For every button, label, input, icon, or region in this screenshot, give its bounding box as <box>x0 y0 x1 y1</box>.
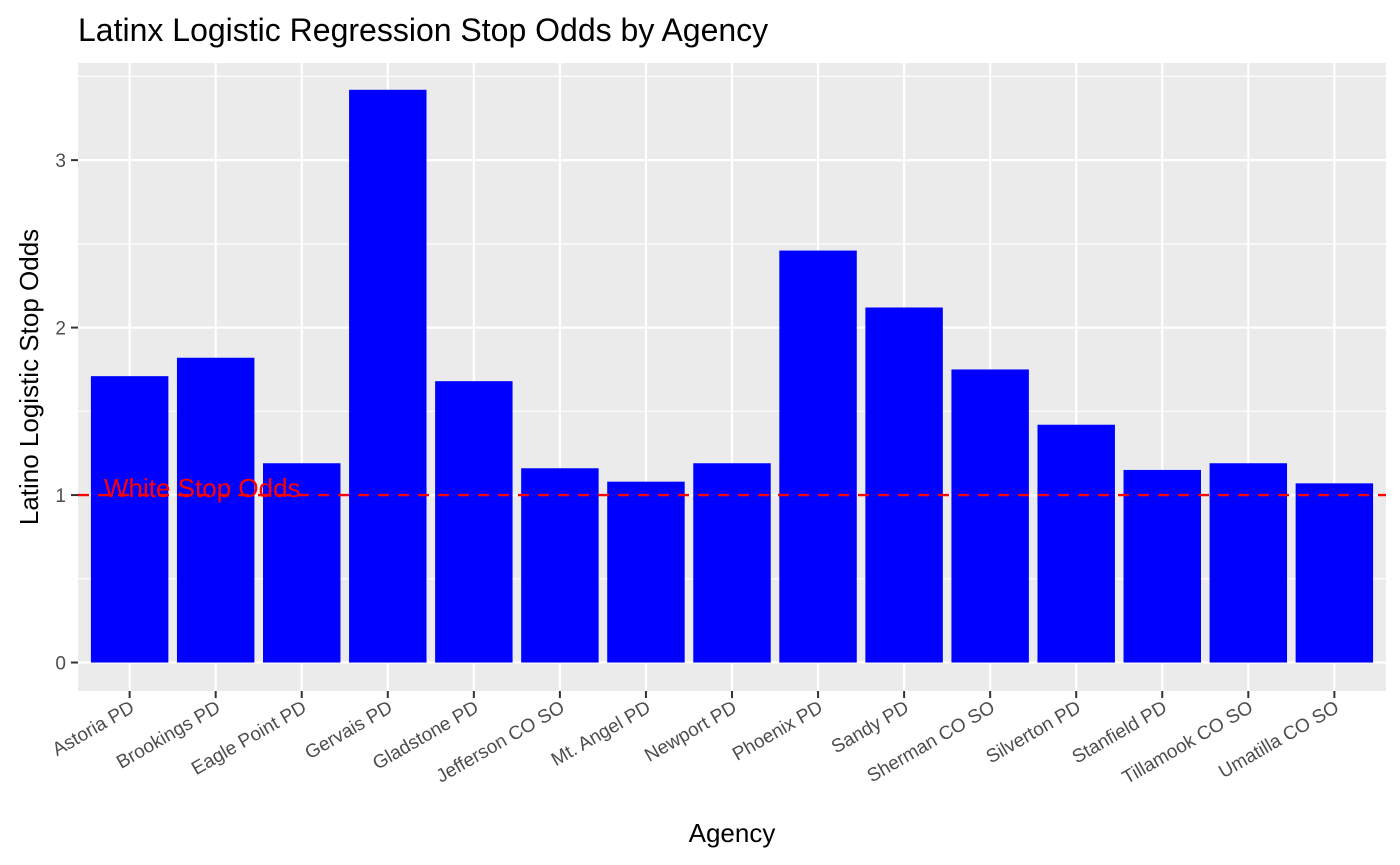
bar-gladstone-pd <box>435 381 513 663</box>
bar-eagle-point-pd <box>263 463 341 663</box>
y-tick-label: 1 <box>55 486 66 507</box>
bar-phoenix-pd <box>779 250 857 663</box>
bar-umatilla-co-so <box>1295 483 1374 663</box>
bar-brookings-pd <box>176 357 255 663</box>
bar-gervais-pd <box>349 89 427 663</box>
x-tick-label: Silverton PD <box>983 697 1085 768</box>
y-axis: 0 1 2 3 <box>55 151 78 675</box>
x-tick-label: Phoenix PD <box>729 697 826 765</box>
bar-stanfield-pd <box>1123 469 1201 663</box>
bar-newport-pd <box>693 463 771 663</box>
bar-jefferson-co-so <box>521 468 599 663</box>
y-tick-label: 0 <box>55 654 66 675</box>
bar-mt-angel-pd <box>607 481 685 663</box>
y-axis-title: Latino Logistic Stop Odds <box>14 229 44 525</box>
x-tick-label: Newport PD <box>641 697 740 766</box>
bar-sherman-co-so <box>951 369 1029 663</box>
bar-astoria-pd <box>90 376 169 663</box>
bar-tillamook-co-so <box>1209 463 1288 663</box>
reference-line-group: White Stop Odds <box>78 473 1386 503</box>
x-axis-title: Agency <box>689 818 776 848</box>
reference-line-label: White Stop Odds <box>104 473 301 503</box>
bar-silverton-pd <box>1037 424 1115 663</box>
chart-title: Latinx Logistic Regression Stop Odds by … <box>78 12 768 48</box>
y-tick-label: 2 <box>55 319 66 340</box>
y-tick-label: 3 <box>55 151 66 172</box>
bar-sandy-pd <box>865 307 943 663</box>
bars <box>90 89 1374 663</box>
